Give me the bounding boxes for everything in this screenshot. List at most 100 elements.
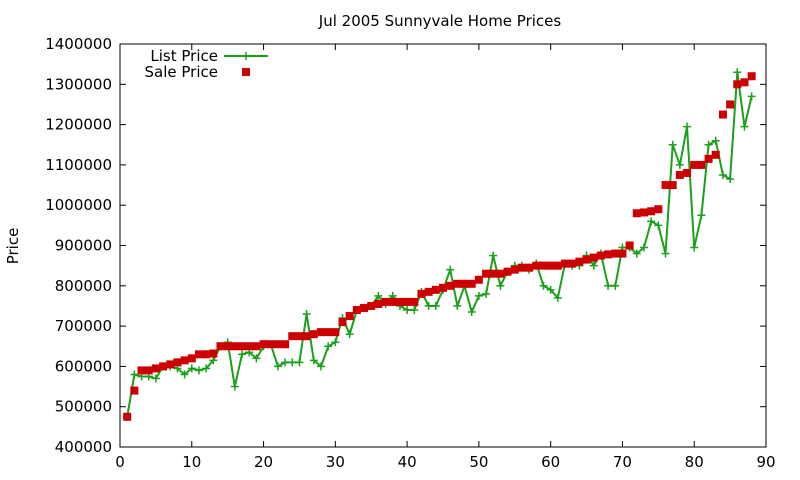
y-tick-label: 600000 (55, 357, 112, 375)
list-price-point (661, 249, 670, 258)
sale-price-point (575, 257, 584, 266)
sale-price-point (417, 289, 426, 298)
sale-price-point (123, 412, 132, 421)
sale-price-point (503, 267, 512, 276)
sale-price-point (238, 342, 247, 351)
sale-price-point (489, 269, 498, 278)
legend-swatch-sale-price (242, 68, 250, 76)
list-price-point (295, 358, 304, 367)
y-tick-label: 800000 (55, 277, 112, 295)
list-price-point (324, 342, 333, 351)
list-price-point (496, 281, 505, 290)
list-price-point (209, 356, 218, 365)
sale-price-point (130, 386, 139, 395)
y-tick-label: 1400000 (45, 35, 112, 53)
sale-price-point (159, 362, 168, 371)
list-price-point (718, 170, 727, 179)
sale-price-point (718, 110, 727, 119)
list-price-point (632, 249, 641, 258)
x-tick-label: 80 (685, 453, 704, 471)
sale-price-point (381, 297, 390, 306)
sale-price-point (166, 360, 175, 369)
x-tick-label: 30 (326, 453, 345, 471)
sale-price-point (726, 100, 735, 109)
list-price-point (489, 251, 498, 260)
sale-price-point (711, 150, 720, 159)
sale-price-point (733, 80, 742, 89)
legend-label-sale-price: Sale Price (145, 63, 218, 81)
sale-price-point (194, 350, 203, 359)
sale-price-point (324, 328, 333, 337)
list-price-point (604, 281, 613, 290)
sale-price-point (410, 297, 419, 306)
list-price-point (424, 301, 433, 310)
sale-price-point (446, 281, 455, 290)
sale-price-point (252, 342, 261, 351)
list-price-point (431, 301, 440, 310)
chart-title: Jul 2005 Sunnyvale Home Prices (318, 12, 562, 30)
sale-price-point (431, 285, 440, 294)
sale-price-point (230, 342, 239, 351)
list-price-point (187, 364, 196, 373)
list-price-point (726, 175, 735, 184)
list-price-point (683, 122, 692, 131)
list-price-point (238, 350, 247, 359)
sale-price-point (288, 332, 297, 341)
sale-price-point (474, 275, 483, 284)
sale-price-point (316, 328, 325, 337)
sale-price-point (202, 350, 211, 359)
sale-price-point (209, 349, 218, 358)
list-price-point (302, 310, 311, 319)
list-price-point (647, 217, 656, 226)
sale-price-point (639, 208, 648, 217)
sale-price-point (675, 170, 684, 179)
sale-price-point (568, 259, 577, 268)
list-price-point (309, 356, 318, 365)
sale-price-point (460, 279, 469, 288)
sale-price-point (647, 207, 656, 216)
list-price-point (611, 281, 620, 290)
list-price-point (482, 289, 491, 298)
sale-price-point (245, 342, 254, 351)
sale-price-point (604, 250, 613, 259)
sale-price-point (424, 287, 433, 296)
list-price-point (374, 291, 383, 300)
x-axis: 0 10 20 30 40 50 60 70 80 90 (115, 44, 776, 471)
sale-price-point (403, 297, 412, 306)
list-price-point (151, 374, 160, 383)
sale-price-point (281, 340, 290, 349)
sale-price-point (596, 251, 605, 260)
sale-price-point (266, 340, 275, 349)
sale-price-point (553, 261, 562, 270)
sale-price-point (151, 364, 160, 373)
list-price-point (711, 136, 720, 145)
sale-price-point (352, 305, 361, 314)
list-price-point (675, 160, 684, 169)
list-price-point (467, 307, 476, 316)
y-tick-label: 1100000 (45, 156, 112, 174)
list-price-point (281, 358, 290, 367)
list-price-point (747, 92, 756, 101)
sale-price-point (439, 283, 447, 292)
y-tick-label: 700000 (55, 317, 112, 335)
sale-price-point (467, 279, 476, 288)
list-price-point (202, 364, 211, 373)
x-tick-label: 0 (115, 453, 125, 471)
sale-price-point (683, 168, 692, 177)
list-price-point (316, 362, 325, 371)
list-price-point (639, 243, 648, 252)
sale-price-point (180, 356, 189, 365)
sale-price-point (546, 261, 555, 270)
x-tick-label: 60 (541, 453, 560, 471)
list-price-point (546, 285, 555, 294)
y-tick-label: 1000000 (45, 196, 112, 214)
sale-price-point (632, 209, 641, 218)
sale-price-point (747, 72, 756, 81)
list-price-point (704, 140, 713, 149)
legend-label-list-price: List Price (150, 47, 218, 65)
sale-price-point (309, 330, 318, 339)
list-price-point (589, 261, 598, 270)
sale-price-point (273, 340, 282, 349)
sale-price-point (496, 269, 505, 278)
